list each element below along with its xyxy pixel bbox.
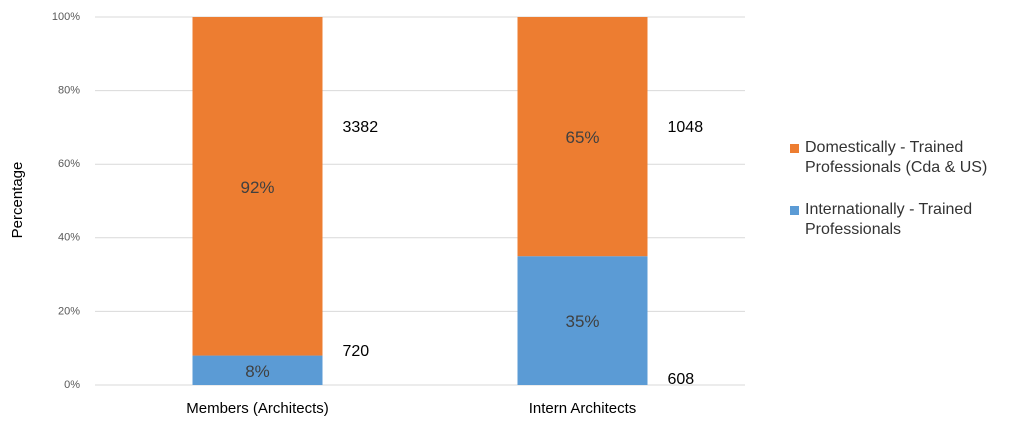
- y-tick-label: 20%: [58, 305, 80, 317]
- legend-item: Domestically - Trained Professionals (Cd…: [790, 138, 1010, 178]
- legend-item: Internationally - Trained Professionals: [790, 200, 1010, 240]
- count-label: 3382: [343, 119, 379, 136]
- y-tick-label: 0%: [64, 379, 80, 391]
- y-tick-label: 100%: [52, 11, 80, 23]
- y-tick-label: 80%: [58, 85, 80, 97]
- x-tick-label: Members (Architects): [186, 400, 329, 417]
- count-label: 608: [668, 371, 695, 388]
- x-tick-label: Intern Architects: [529, 400, 637, 417]
- count-label: 1048: [668, 119, 704, 136]
- legend-label: Internationally - Trained Professionals: [805, 201, 973, 238]
- value-label: 35%: [565, 312, 599, 331]
- bar-segment: [192, 355, 323, 385]
- bar-segment: [192, 17, 323, 356]
- y-axis-title: Percentage: [9, 162, 26, 239]
- bar-segment: [517, 256, 648, 385]
- legend: Domestically - Trained Professionals (Cd…: [790, 138, 1010, 262]
- legend-label: Domestically - Trained Professionals (Cd…: [805, 139, 988, 176]
- legend-swatch: [790, 144, 799, 153]
- legend-swatch: [790, 206, 799, 215]
- y-tick-label: 40%: [58, 232, 80, 244]
- y-tick-label: 60%: [58, 158, 80, 170]
- count-label: 720: [343, 343, 370, 360]
- value-label: 92%: [240, 178, 274, 197]
- bar-segment: [517, 17, 648, 257]
- value-label: 65%: [565, 128, 599, 147]
- value-label: 8%: [245, 362, 270, 381]
